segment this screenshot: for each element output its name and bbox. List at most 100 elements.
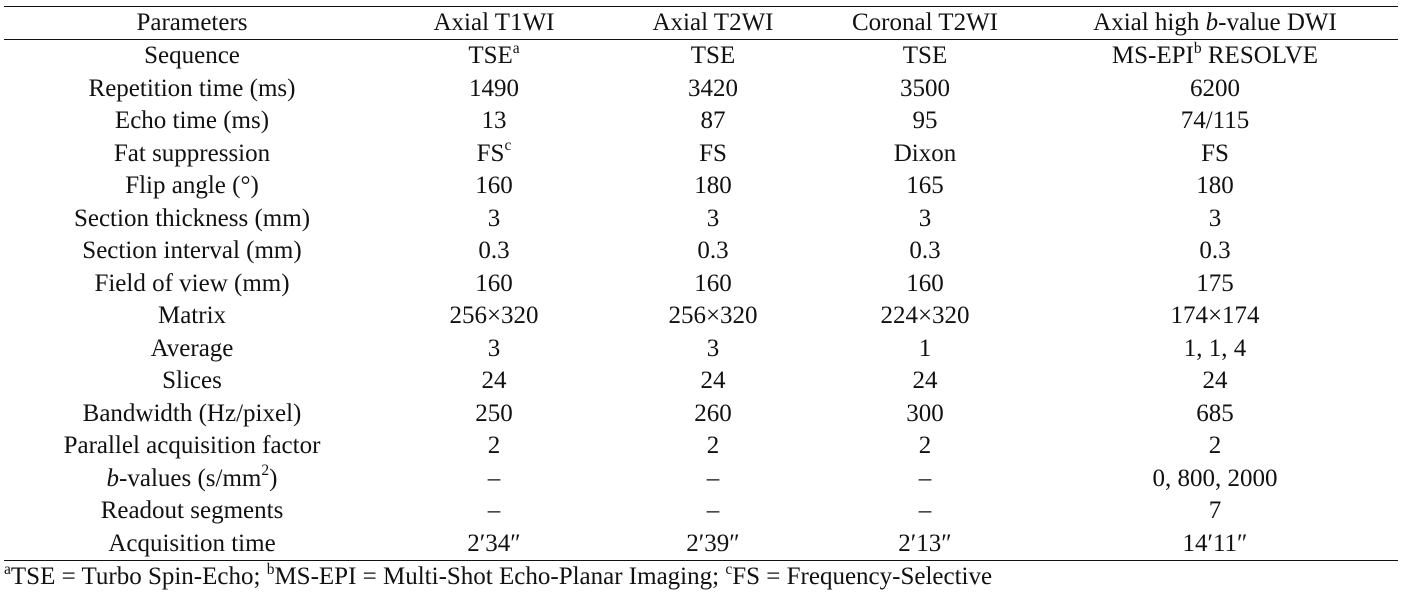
table-row: Echo time (ms) 13 87 95 74/115: [4, 105, 1398, 138]
row-label: Average: [150, 334, 234, 362]
table-row: Acquisition time 2′34″ 2′39″ 2′13″ 14′11…: [4, 528, 1398, 561]
cell-dwi: 180: [1196, 172, 1234, 199]
table-row: Field of view (mm) 160 160 160 175: [4, 268, 1398, 301]
cell-t1: 0.3: [478, 237, 510, 264]
row-label: Section interval (mm): [82, 237, 302, 264]
cell-t2: 180: [694, 172, 732, 199]
header-axial-dwi: Axial high b-value DWI: [1032, 7, 1398, 40]
cell-t1: 2: [487, 432, 501, 459]
row-label-end: ): [269, 464, 278, 492]
footnote-b-mark: b: [266, 560, 275, 578]
header-coronal-t2wi: Coronal T2WI: [851, 9, 999, 36]
cell-cor: 1: [918, 334, 932, 362]
cell-t2: 2′39″: [686, 529, 740, 557]
table-row: Average 3 3 1 1, 1, 4: [4, 333, 1398, 366]
cell-dwi-tail: RESOLVE: [1201, 42, 1319, 69]
table-row: Fat suppression FSc FS Dixon FS: [4, 138, 1398, 171]
cell-dwi: 174×174: [1170, 302, 1260, 329]
table-row: Readout segments – – – 7: [4, 495, 1398, 528]
footnote-c-mark: c: [725, 560, 733, 578]
cell-t1: TSEa: [380, 40, 608, 73]
cell-t1: 13: [481, 107, 507, 134]
cell-t1-text: FS: [476, 139, 505, 167]
cell-t1: –: [487, 464, 501, 492]
cell-cor: TSE: [902, 42, 948, 69]
mri-parameters-table: Parameters Axial T1WI Axial T2WI Coronal…: [4, 6, 1398, 561]
cell-dwi: 3: [1208, 204, 1222, 232]
cell-cor: 2: [918, 432, 932, 459]
table-row: b-values (s/mm2) – – – 0, 800, 2000: [4, 463, 1398, 496]
table-row: Parallel acquisition factor 2 2 2 2: [4, 430, 1398, 463]
cell-cor: 160: [906, 269, 944, 297]
table-row: Slices 24 24 24 24: [4, 365, 1398, 398]
cell-cor: 95: [912, 107, 938, 134]
row-label: Bandwidth (Hz/pixel): [82, 399, 302, 427]
row-label: Matrix: [157, 302, 227, 329]
footnote-mark-a: a: [512, 39, 520, 57]
table-header-row: Parameters Axial T1WI Axial T2WI Coronal…: [4, 6, 1398, 40]
table-footnote: aTSE = Turbo Spin-Echo; bMS-EPI = Multi-…: [4, 560, 1398, 591]
table-row: Matrix 256×320 256×320 224×320 174×174: [4, 300, 1398, 333]
cell-cor: 3: [918, 204, 932, 232]
cell-cor: 165: [906, 172, 944, 199]
footnote-a-text: TSE = Turbo Spin-Echo;: [10, 563, 267, 590]
cell-t1: 1490: [469, 74, 519, 102]
cell-dwi: FS: [1201, 139, 1229, 167]
cell-dwi: 685: [1196, 399, 1234, 427]
footnote-b-text: MS-EPI = Multi-Shot Echo-Planar Imaging;: [274, 563, 726, 590]
cell-t2: 260: [694, 399, 732, 427]
row-label: Parallel acquisition factor: [63, 432, 321, 459]
cell-cor: 300: [906, 399, 944, 427]
cell-t1: 256×320: [449, 302, 539, 329]
footnote-c-text: FS = Frequency-Selective: [732, 563, 993, 590]
row-label-sup: 2: [261, 462, 270, 480]
row-label-mid: -values (s/mm: [119, 464, 262, 492]
row-label-b: b: [106, 464, 120, 492]
row-label: Echo time (ms): [114, 107, 270, 134]
cell-cor: 224×320: [880, 302, 970, 329]
cell-t1: 3: [487, 334, 501, 362]
row-label: Repetition time (ms): [88, 74, 296, 102]
cell-t2: FS: [699, 139, 727, 167]
header-axial-t1wi: Axial T1WI: [433, 9, 555, 36]
footnote-a-mark: a: [4, 560, 11, 578]
table-row: Flip angle (°) 160 180 165 180: [4, 170, 1398, 203]
table-row: Repetition time (ms) 1490 3420 3500 6200: [4, 73, 1398, 106]
table-row: Section interval (mm) 0.3 0.3 0.3 0.3: [4, 235, 1398, 268]
row-label: Slices: [162, 367, 222, 394]
cell-t2: 160: [694, 269, 732, 297]
header-axial-t2wi: Axial T2WI: [652, 9, 774, 36]
footnote-mark-b: b: [1193, 39, 1202, 57]
cell-dwi: 7: [1208, 497, 1222, 524]
cell-cor: 0.3: [909, 237, 941, 264]
cell-t1: 3: [487, 204, 501, 232]
cell-cor: –: [918, 497, 932, 524]
cell-t2: 2: [706, 432, 720, 459]
header-dwi-suffix: -value DWI: [1218, 9, 1337, 36]
cell-t2: 0.3: [697, 237, 729, 264]
row-label: Flip angle (°): [125, 172, 259, 199]
cell-dwi: 175: [1196, 269, 1234, 297]
cell-t2: 3: [706, 204, 720, 232]
cell-dwi: 0, 800, 2000: [1152, 464, 1278, 492]
cell-t1: 160: [475, 269, 513, 297]
cell-t2: –: [706, 497, 720, 524]
cell-cor: Dixon: [893, 139, 957, 167]
cell-t1: FSc: [380, 138, 608, 171]
cell-t2: –: [706, 464, 720, 492]
cell-t2: TSE: [690, 42, 736, 69]
row-label: Fat suppression: [113, 139, 271, 167]
cell-dwi: MS-EPIb RESOLVE: [1032, 40, 1398, 73]
cell-t2: 3: [706, 334, 720, 362]
cell-dwi: 14′11″: [1182, 529, 1248, 557]
cell-dwi: 74/115: [1180, 107, 1250, 134]
table-row: Bandwidth (Hz/pixel) 250 260 300 685: [4, 398, 1398, 431]
cell-t1: 2′34″: [467, 529, 521, 557]
row-label: Sequence: [144, 42, 240, 69]
header-dwi-prefix: Axial high: [1093, 9, 1206, 36]
cell-t2: 24: [700, 367, 726, 394]
cell-cor: 2′13″: [898, 529, 952, 557]
cell-dwi: 2: [1208, 432, 1222, 459]
cell-t1: 160: [475, 172, 513, 199]
parameters-table-figure: Parameters Axial T1WI Axial T2WI Coronal…: [4, 6, 1398, 591]
